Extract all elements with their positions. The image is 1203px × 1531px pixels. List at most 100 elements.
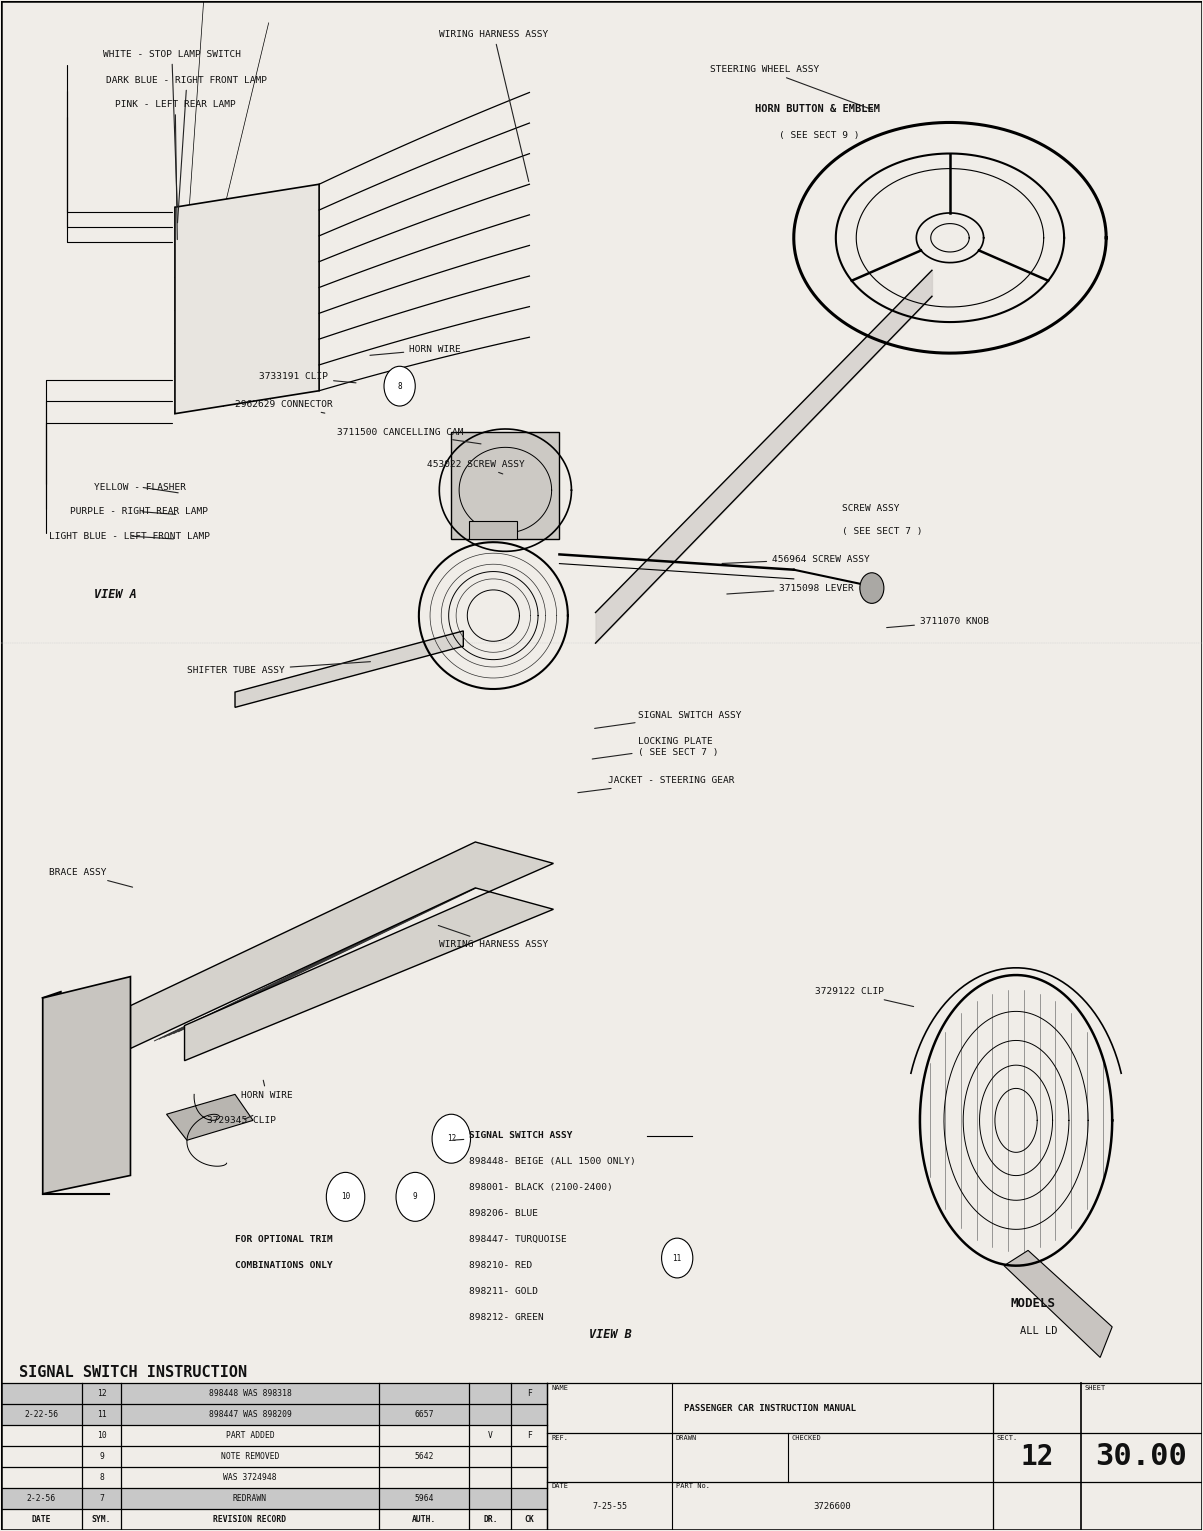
Text: 898210- RED: 898210- RED xyxy=(469,1262,533,1271)
Text: DR.: DR. xyxy=(484,1516,498,1525)
Text: 11: 11 xyxy=(672,1254,682,1263)
Polygon shape xyxy=(166,1095,253,1141)
Text: NAME: NAME xyxy=(551,1386,568,1392)
Polygon shape xyxy=(130,842,553,1061)
Text: 8: 8 xyxy=(397,381,402,390)
Polygon shape xyxy=(43,977,130,1194)
Bar xyxy=(1,1404,547,1425)
Text: PURPLE - RIGHT REAR LAMP: PURPLE - RIGHT REAR LAMP xyxy=(71,507,208,516)
Polygon shape xyxy=(469,521,517,539)
Text: 898001- BLACK (2100-2400): 898001- BLACK (2100-2400) xyxy=(469,1183,614,1193)
Text: REVISION RECORD: REVISION RECORD xyxy=(213,1516,286,1525)
Text: V: V xyxy=(488,1431,493,1441)
Text: HORN BUTTON & EMBLEM: HORN BUTTON & EMBLEM xyxy=(755,104,881,115)
Text: SHIFTER TUBE ASSY: SHIFTER TUBE ASSY xyxy=(186,661,371,675)
Text: HORN WIRE: HORN WIRE xyxy=(241,1081,292,1101)
Text: 898206- BLUE: 898206- BLUE xyxy=(469,1209,538,1219)
Text: WIRING HARNESS ASSY: WIRING HARNESS ASSY xyxy=(439,29,549,182)
Text: 6657: 6657 xyxy=(415,1410,434,1419)
Text: SIGNAL SWITCH ASSY: SIGNAL SWITCH ASSY xyxy=(594,710,741,729)
Text: 9: 9 xyxy=(413,1193,417,1202)
Text: STEERING WHEEL ASSY: STEERING WHEEL ASSY xyxy=(710,64,873,110)
Text: 3715098 LEVER: 3715098 LEVER xyxy=(727,583,854,594)
Text: 3726600: 3726600 xyxy=(813,1502,852,1511)
Text: 2-22-56: 2-22-56 xyxy=(24,1410,59,1419)
Text: JACKET - STEERING GEAR: JACKET - STEERING GEAR xyxy=(577,776,734,793)
Circle shape xyxy=(396,1173,434,1222)
Text: 3729345 CLIP: 3729345 CLIP xyxy=(207,1116,277,1125)
Text: 3729122 CLIP: 3729122 CLIP xyxy=(816,987,913,1006)
Circle shape xyxy=(326,1173,365,1222)
Bar xyxy=(1,1488,547,1510)
Text: BRACE ASSY: BRACE ASSY xyxy=(49,868,132,886)
Text: COMBINATIONS ONLY: COMBINATIONS ONLY xyxy=(235,1262,333,1271)
Text: PASSENGER CAR INSTRUCTION MANUAL: PASSENGER CAR INSTRUCTION MANUAL xyxy=(685,1404,857,1413)
Text: 2962629 CONNECTOR: 2962629 CONNECTOR xyxy=(235,400,333,413)
Text: 2-2-56: 2-2-56 xyxy=(26,1494,57,1503)
Text: PINK - LEFT REAR LAMP: PINK - LEFT REAR LAMP xyxy=(114,100,236,239)
Text: 898212- GREEN: 898212- GREEN xyxy=(469,1314,544,1323)
Text: 898448 WAS 898318: 898448 WAS 898318 xyxy=(208,1390,291,1398)
Text: DARK BLUE - RIGHT FRONT LAMP: DARK BLUE - RIGHT FRONT LAMP xyxy=(106,75,267,224)
Circle shape xyxy=(432,1115,470,1164)
Text: PART ADDED: PART ADDED xyxy=(226,1431,274,1441)
Text: DRAWN: DRAWN xyxy=(676,1435,697,1441)
Text: ( SEE SECT 7 ): ( SEE SECT 7 ) xyxy=(842,527,923,536)
Text: CHECKED: CHECKED xyxy=(792,1435,822,1441)
Text: ALL LD: ALL LD xyxy=(1020,1326,1057,1337)
Text: F: F xyxy=(527,1390,532,1398)
Text: VIEW A: VIEW A xyxy=(94,588,137,600)
Text: DATE: DATE xyxy=(31,1516,52,1525)
Text: VIEW B: VIEW B xyxy=(589,1327,633,1341)
Text: REF.: REF. xyxy=(551,1435,568,1441)
Text: SYM.: SYM. xyxy=(91,1516,112,1525)
Text: FOR OPTIONAL TRIM: FOR OPTIONAL TRIM xyxy=(235,1236,333,1245)
Bar xyxy=(1,1384,547,1404)
Text: PART No.: PART No. xyxy=(676,1484,710,1490)
Text: SHEET: SHEET xyxy=(1084,1386,1106,1392)
Text: SIGNAL SWITCH INSTRUCTION: SIGNAL SWITCH INSTRUCTION xyxy=(19,1364,247,1379)
Text: 11: 11 xyxy=(96,1410,107,1419)
Text: MODELS: MODELS xyxy=(1011,1297,1055,1311)
Circle shape xyxy=(662,1239,693,1278)
Text: REDRAWN: REDRAWN xyxy=(233,1494,267,1503)
Text: HORN WIRE: HORN WIRE xyxy=(371,344,461,355)
Polygon shape xyxy=(1005,1251,1113,1358)
Text: SCREW ASSY: SCREW ASSY xyxy=(842,504,900,513)
Text: 7-25-55: 7-25-55 xyxy=(592,1502,627,1511)
Text: WHITE - STOP LAMP SWITCH: WHITE - STOP LAMP SWITCH xyxy=(102,49,241,207)
Text: 3711070 KNOB: 3711070 KNOB xyxy=(887,617,989,628)
Text: 898447 WAS 898209: 898447 WAS 898209 xyxy=(208,1410,291,1419)
Text: 453022 SCREW ASSY: 453022 SCREW ASSY xyxy=(427,459,525,475)
Text: 7: 7 xyxy=(99,1494,105,1503)
Text: 12: 12 xyxy=(446,1134,456,1144)
Text: LOCKING PLATE
( SEE SECT 7 ): LOCKING PLATE ( SEE SECT 7 ) xyxy=(592,738,718,759)
Text: NOTE REMOVED: NOTE REMOVED xyxy=(221,1453,279,1462)
Text: 10: 10 xyxy=(340,1193,350,1202)
Text: WAS 3724948: WAS 3724948 xyxy=(224,1473,277,1482)
Circle shape xyxy=(384,366,415,406)
Text: SIGNAL SWITCH ASSY: SIGNAL SWITCH ASSY xyxy=(454,1131,573,1141)
Text: 3711500 CANCELLING CAM: 3711500 CANCELLING CAM xyxy=(337,427,481,444)
Text: 456964 SCREW ASSY: 456964 SCREW ASSY xyxy=(722,554,870,563)
Text: 3733191 CLIP: 3733191 CLIP xyxy=(259,372,356,383)
Polygon shape xyxy=(235,631,463,707)
Text: 10: 10 xyxy=(96,1431,107,1441)
Text: 898211- GOLD: 898211- GOLD xyxy=(469,1288,538,1297)
Text: AUTH.: AUTH. xyxy=(413,1516,437,1525)
Text: WIRING HARNESS ASSY: WIRING HARNESS ASSY xyxy=(438,925,549,949)
Text: 12: 12 xyxy=(1020,1442,1054,1471)
Text: DATE: DATE xyxy=(551,1484,568,1490)
Text: 5964: 5964 xyxy=(415,1494,434,1503)
Polygon shape xyxy=(174,184,319,413)
Polygon shape xyxy=(451,432,559,539)
Text: F: F xyxy=(527,1431,532,1441)
Text: LIGHT BLUE - LEFT FRONT LAMP: LIGHT BLUE - LEFT FRONT LAMP xyxy=(49,531,209,540)
Text: 898447- TURQUOISE: 898447- TURQUOISE xyxy=(469,1236,567,1245)
Text: CK: CK xyxy=(525,1516,534,1525)
Circle shape xyxy=(860,573,884,603)
Text: YELLOW - FLASHER: YELLOW - FLASHER xyxy=(94,482,186,493)
Text: 5642: 5642 xyxy=(415,1453,434,1462)
Text: 898448- BEIGE (ALL 1500 ONLY): 898448- BEIGE (ALL 1500 ONLY) xyxy=(469,1157,636,1167)
Text: 12: 12 xyxy=(96,1390,107,1398)
